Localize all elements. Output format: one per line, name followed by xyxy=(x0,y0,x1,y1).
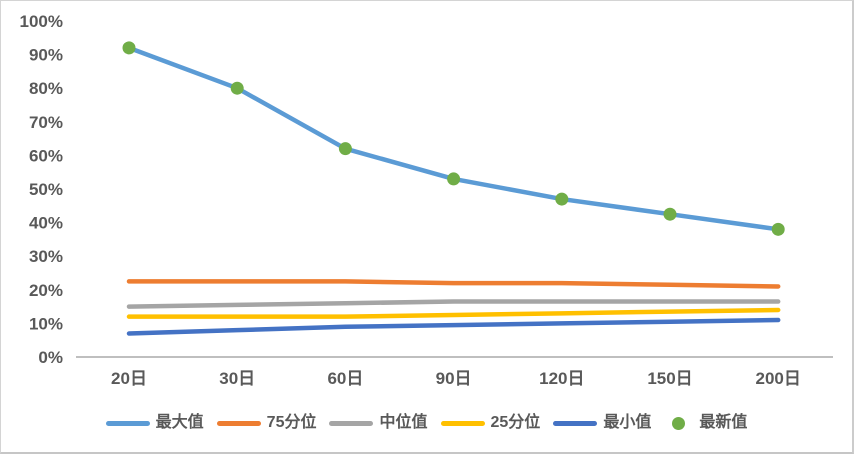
x-axis-label: 150日 xyxy=(647,369,692,388)
legend-marker-line xyxy=(329,420,374,426)
series-line xyxy=(126,307,781,319)
legend-label: 最大值 xyxy=(155,414,204,431)
legend-item: 最大值 xyxy=(105,414,204,431)
series-point xyxy=(663,207,677,221)
legend-item: 最小值 xyxy=(553,415,651,431)
legend-label: 最新值 xyxy=(699,414,748,431)
x-axis-label: 200日 xyxy=(756,369,801,388)
x-axis-label: 20日 xyxy=(111,369,147,388)
legend-marker-line xyxy=(216,420,261,426)
legend-item: 25分位 xyxy=(440,414,541,431)
legend-label: 25分位 xyxy=(490,414,541,431)
y-axis-tick: 0% xyxy=(38,348,63,367)
series-line xyxy=(126,317,781,336)
series-point xyxy=(447,172,461,186)
y-axis-tick: 40% xyxy=(29,214,63,233)
y-axis-tick: 60% xyxy=(29,146,63,165)
legend-label: 中位值 xyxy=(379,414,428,431)
chart-legend: 最大值 75分位 中位值 25分位 最小值 最新值 xyxy=(1,403,852,443)
y-axis-tick: 10% xyxy=(29,314,63,333)
x-axis-label: 120日 xyxy=(539,369,584,388)
legend-item: 中位值 xyxy=(329,414,428,431)
series-point xyxy=(338,142,352,156)
legend-marker-dot xyxy=(672,416,686,430)
y-axis-tick: 30% xyxy=(29,247,63,266)
y-axis-tick: 20% xyxy=(29,281,63,300)
legend-marker-line xyxy=(553,420,598,426)
legend-marker-line xyxy=(440,420,485,426)
series-line xyxy=(126,279,781,289)
legend-label: 75分位 xyxy=(266,414,317,431)
y-axis-tick: 50% xyxy=(29,180,63,199)
series-point xyxy=(122,41,136,55)
y-axis-tick: 80% xyxy=(29,79,63,98)
y-axis-tick: 90% xyxy=(29,46,63,65)
y-axis-tick: 100% xyxy=(20,12,63,31)
x-axis-label: 30日 xyxy=(219,369,255,388)
legend-marker-line xyxy=(105,420,150,426)
legend-item: 75分位 xyxy=(216,414,317,431)
legend-label: 最小值 xyxy=(603,414,652,431)
series-line xyxy=(126,45,781,232)
series-point xyxy=(771,222,785,236)
y-axis-tick: 70% xyxy=(29,113,63,132)
x-axis-label: 90日 xyxy=(436,369,472,388)
series-line xyxy=(126,299,781,309)
legend-item: 最新值 xyxy=(664,415,747,431)
x-axis-label: 60日 xyxy=(327,369,363,388)
series-point xyxy=(555,192,569,206)
chart-svg: 0% 10% 20% 30% 40% 50% 60% 70% 80% 90% 100% 20日 30日 6… xyxy=(20,12,833,388)
series-point xyxy=(230,81,244,95)
